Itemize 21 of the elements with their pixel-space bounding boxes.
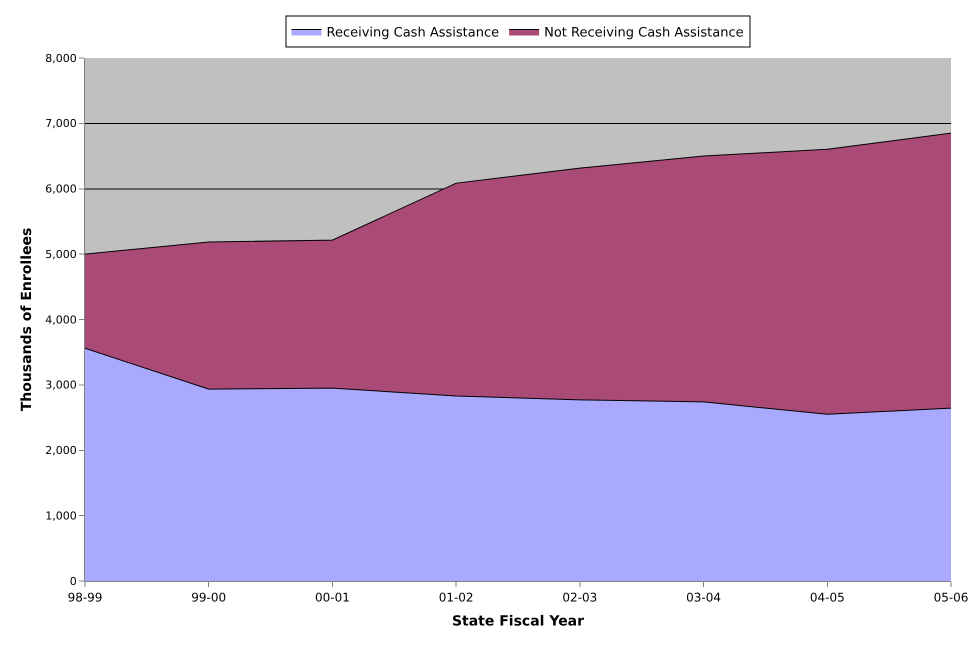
x-tick-label: 00-01: [314, 590, 350, 604]
x-tick-label: 03-04: [686, 590, 722, 604]
y-tick-label: 5,000: [45, 248, 77, 261]
x-tick-label: 04-05: [810, 590, 845, 604]
x-tick-label: 99-00: [191, 590, 226, 604]
y-tick-label: 1,000: [45, 509, 77, 522]
y-tick-label: 2,000: [45, 444, 77, 458]
y-tick-label: 8,000: [45, 52, 77, 65]
x-tick-label: 02-03: [562, 590, 598, 604]
x-tick-label: 01-02: [438, 590, 474, 604]
y-tick-label: 6,000: [45, 182, 77, 196]
x-tick-label: 98-99: [68, 590, 102, 604]
y-tick-label: 0: [70, 574, 77, 588]
y-tick-label: 7,000: [45, 117, 77, 130]
y-axis-title: Thousands of Enrollees: [18, 228, 35, 412]
x-axis-title: State Fiscal Year: [452, 614, 584, 630]
legend-label: Receiving Cash Assistance: [326, 26, 500, 41]
x-tick-label: 05-06: [934, 590, 968, 604]
y-tick-label: 4,000: [45, 313, 77, 326]
legend-label: Not Receiving Cash Assistance: [544, 26, 744, 41]
y-tick-label: 3,000: [45, 378, 77, 392]
